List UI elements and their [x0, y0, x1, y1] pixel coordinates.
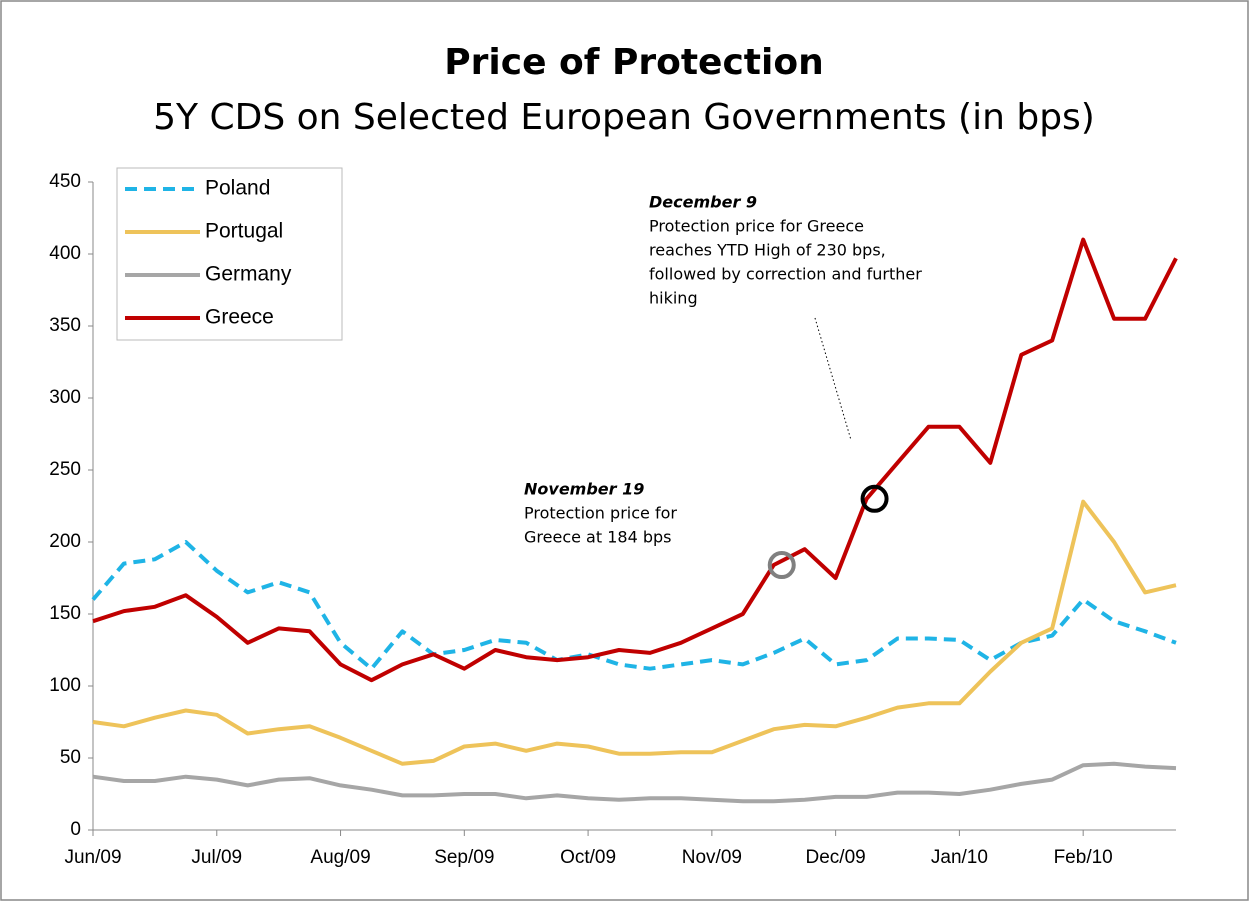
y-tick-label: 400 — [49, 243, 81, 264]
chart-title: Price of Protection — [444, 42, 823, 83]
series-line — [92, 499, 1177, 766]
x-tick-label: Jan/10 — [931, 847, 988, 868]
y-tick-label: 0 — [70, 819, 81, 840]
annotation-text: Protection price for — [524, 504, 677, 523]
legend-label: Portugal — [205, 220, 283, 243]
annotation-text: reaches YTD High of 230 bps, — [649, 241, 886, 260]
legend-label: Greece — [205, 306, 274, 329]
annotation-title: December 9 — [649, 193, 757, 212]
legend-label: Germany — [205, 263, 292, 286]
annotation-circle — [767, 551, 796, 580]
legend — [116, 167, 343, 341]
series-line — [92, 761, 1177, 804]
x-tick-label: Oct/09 — [560, 847, 616, 868]
y-tick-label: 150 — [49, 603, 81, 624]
annotation-text: Greece at 184 bps — [524, 528, 671, 547]
x-tick-label: Nov/09 — [682, 847, 742, 868]
x-tick-label: Aug/09 — [310, 847, 370, 868]
annotation-text: Protection price for Greece — [649, 217, 864, 236]
series-line — [91, 540, 1177, 671]
x-tick-label: Jul/09 — [191, 847, 242, 868]
y-tick-label: 200 — [49, 531, 81, 552]
x-tick-label: Dec/09 — [806, 847, 866, 868]
x-tick-label: Feb/10 — [1054, 847, 1113, 868]
legend-label: Poland — [205, 177, 270, 200]
y-tick-label: 350 — [49, 315, 81, 336]
y-tick-label: 450 — [49, 171, 81, 192]
annotation-text: followed by correction and further — [649, 265, 922, 284]
annotation-circle — [860, 484, 889, 513]
annotation-title: November 19 — [524, 480, 644, 499]
annotation-text: hiking — [649, 289, 698, 308]
chart-subtitle: 5Y CDS on Selected European Governments … — [153, 97, 1095, 138]
y-tick-label: 100 — [49, 675, 81, 696]
annotation-pointer — [814, 317, 852, 441]
y-tick-label: 300 — [49, 387, 81, 408]
y-tick-label: 250 — [49, 459, 81, 480]
x-tick-label: Jun/09 — [64, 847, 121, 868]
x-tick-label: Sep/09 — [434, 847, 494, 868]
y-tick-label: 50 — [60, 747, 81, 768]
series-line — [92, 237, 1178, 683]
